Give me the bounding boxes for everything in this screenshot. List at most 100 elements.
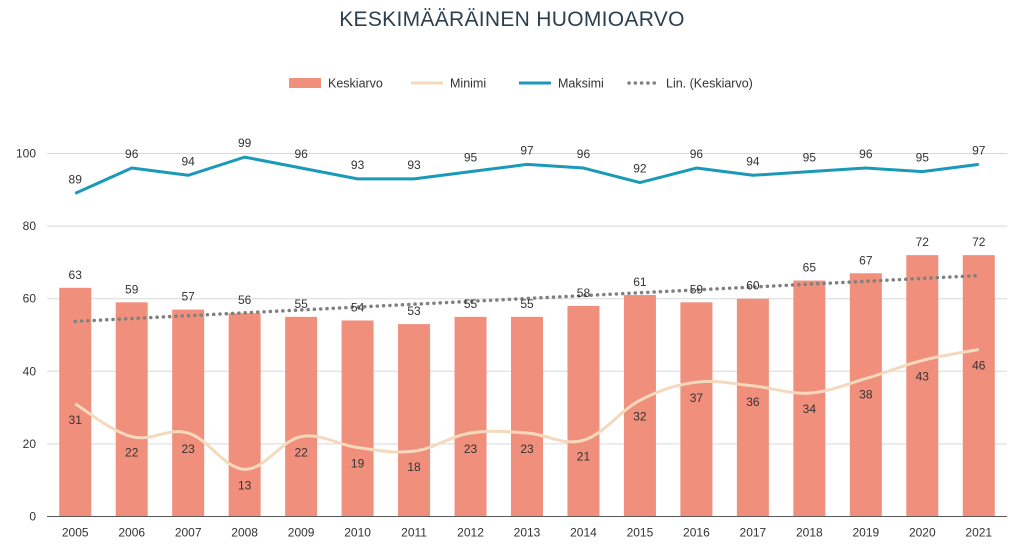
- y-tick-label: 40: [23, 364, 37, 378]
- data-label-maksimi: 96: [690, 147, 704, 161]
- data-label-keskiarvo: 55: [520, 297, 534, 311]
- y-tick-label: 80: [23, 219, 37, 233]
- x-tick-label: 2021: [965, 526, 992, 540]
- legend-label: Minimi: [450, 77, 486, 91]
- bar-keskiarvo: [906, 255, 939, 517]
- bar-keskiarvo: [849, 273, 882, 517]
- data-label-minimi: 19: [351, 457, 365, 471]
- bar-keskiarvo: [454, 316, 487, 517]
- line-trend-keskiarvo: [73, 273, 981, 324]
- x-tick-label: 2007: [175, 526, 202, 540]
- data-label-keskiarvo: 58: [577, 286, 591, 300]
- data-label-maksimi: 95: [916, 151, 930, 165]
- data-label-maksimi: 93: [351, 158, 365, 172]
- data-label-maksimi: 94: [746, 154, 760, 168]
- axes: 0 20 40 60 80 100 2005 2006 2007 2008 2009 2010 2011…: [16, 147, 1007, 540]
- data-label-maksimi: 95: [803, 151, 817, 165]
- data-label-minimi: 37: [690, 391, 704, 405]
- data-label-maksimi: 96: [125, 147, 139, 161]
- data-label-minimi: 34: [803, 402, 817, 416]
- data-label-minimi: 43: [916, 369, 930, 383]
- data-label-maksimi: 97: [972, 143, 986, 157]
- y-tick-label: 0: [29, 510, 36, 524]
- data-label-keskiarvo: 55: [294, 297, 308, 311]
- data-label-maksimi: 99: [238, 136, 252, 150]
- data-label-minimi: 32: [633, 409, 647, 423]
- data-label-minimi: 18: [407, 460, 421, 474]
- legend-item: Keskiarvo: [289, 77, 383, 91]
- x-tick-label: 2008: [231, 526, 258, 540]
- bar-keskiarvo: [962, 255, 995, 517]
- data-label-maksimi: 92: [633, 162, 647, 176]
- data-label-keskiarvo: 59: [690, 282, 704, 296]
- bar-keskiarvo: [228, 313, 261, 517]
- x-tick-label: 2018: [796, 526, 823, 540]
- data-label-keskiarvo: 72: [916, 235, 930, 249]
- data-label-maksimi: 96: [577, 147, 591, 161]
- data-label-minimi: 13: [238, 478, 252, 492]
- data-label-maksimi: 97: [520, 143, 534, 157]
- data-label-minimi: 23: [464, 442, 478, 456]
- legend-label: Maksimi: [558, 77, 604, 91]
- data-label-maksimi: 94: [181, 154, 195, 168]
- bar-keskiarvo: [567, 305, 600, 517]
- bar-keskiarvo: [623, 295, 656, 517]
- legend-item: Minimi: [411, 77, 486, 91]
- bar-keskiarvo: [398, 324, 431, 517]
- x-tick-label: 2006: [118, 526, 145, 540]
- bar-keskiarvo: [341, 320, 374, 517]
- data-label-maksimi: 95: [464, 151, 478, 165]
- data-label-minimi: 22: [125, 446, 139, 460]
- data-label-keskiarvo: 72: [972, 235, 986, 249]
- x-tick-label: 2017: [740, 526, 767, 540]
- series-lines: [73, 155, 981, 471]
- chart-title: KESKIMÄÄRÄINEN HUOMIOARVO: [339, 8, 685, 31]
- bar-keskiarvo: [172, 309, 205, 517]
- data-label-maksimi: 93: [407, 158, 421, 172]
- legend-label: Lin. (Keskiarvo): [666, 77, 753, 91]
- data-label-keskiarvo: 63: [69, 268, 83, 282]
- legend: Keskiarvo Minimi Maksimi Lin. (Keskiarvo): [289, 77, 753, 91]
- data-label-keskiarvo: 59: [125, 282, 139, 296]
- bar-keskiarvo: [511, 316, 543, 517]
- bars-keskiarvo: [59, 255, 995, 517]
- data-label-minimi: 46: [972, 359, 986, 373]
- data-labels: 63 59 57 56 55 54 53 55 55 58 61 59 60 65 67 72 72 89 96 94…: [69, 136, 986, 492]
- x-tick-label: 2012: [457, 526, 484, 540]
- bar-keskiarvo: [59, 287, 92, 517]
- x-tick-label: 2005: [62, 526, 89, 540]
- data-label-minimi: 36: [746, 395, 760, 409]
- legend-label: Keskiarvo: [328, 77, 383, 91]
- legend-item: Maksimi: [519, 77, 604, 91]
- data-label-keskiarvo: 57: [181, 290, 195, 304]
- data-label-minimi: 21: [577, 449, 591, 463]
- x-tick-label: 2010: [344, 526, 371, 540]
- data-label-keskiarvo: 55: [464, 297, 478, 311]
- x-tick-label: 2011: [401, 526, 427, 540]
- bar-keskiarvo: [680, 302, 713, 517]
- line-maksimi: [74, 155, 979, 195]
- x-tick-label: 2015: [627, 526, 654, 540]
- bar-keskiarvo: [736, 298, 769, 517]
- data-label-keskiarvo: 65: [803, 261, 817, 275]
- data-label-minimi: 23: [181, 442, 195, 456]
- data-label-minimi: 23: [520, 442, 534, 456]
- data-label-maksimi: 96: [294, 147, 308, 161]
- x-tick-label: 2016: [683, 526, 710, 540]
- line-minimi: [74, 348, 980, 471]
- data-label-keskiarvo: 56: [238, 293, 252, 307]
- x-tick-label: 2019: [852, 526, 879, 540]
- data-label-minimi: 22: [294, 446, 308, 460]
- bar-keskiarvo: [285, 316, 318, 517]
- y-tick-label: 100: [16, 147, 36, 161]
- legend-swatch: [289, 78, 321, 88]
- x-tick-label: 2009: [288, 526, 315, 540]
- data-label-keskiarvo: 60: [746, 279, 760, 293]
- y-tick-label: 20: [23, 437, 37, 451]
- x-tick-label: 2013: [514, 526, 541, 540]
- data-label-maksimi: 96: [859, 147, 873, 161]
- bar-keskiarvo: [793, 280, 826, 517]
- data-label-keskiarvo: 61: [633, 275, 647, 289]
